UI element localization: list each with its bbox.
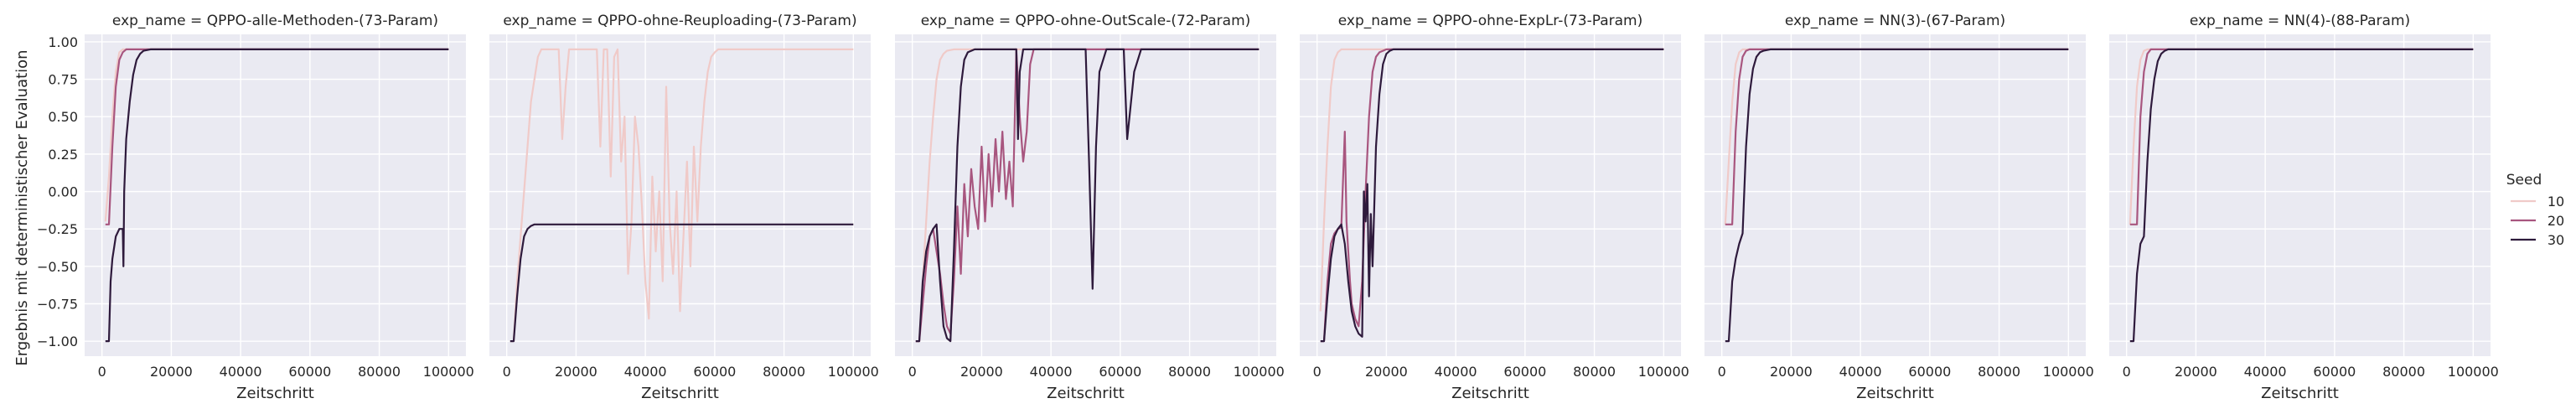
series-line-seed-20	[1725, 48, 2069, 225]
panel-6: exp_name = NN(4)-(88-Param) 0 20000 40000 60…	[2109, 13, 2499, 402]
x-tick-label: 80000	[358, 364, 401, 380]
x-tick-label: 40000	[1839, 364, 1882, 380]
y-tick-label: 0.00	[48, 184, 78, 200]
series-line-seed-30	[915, 48, 1260, 343]
x-tick-label: 60000	[1908, 364, 1951, 380]
plot-background	[2109, 34, 2491, 356]
series-line-seed-30	[510, 223, 854, 343]
series-line-seed-20	[2129, 48, 2474, 225]
x-tick-label: 0	[2123, 364, 2131, 380]
panel-title: exp_name = QPPO-ohne-ExpLr-(73-Param)	[1338, 13, 1643, 29]
y-tick-label: −1.00	[37, 334, 78, 349]
x-axis-title: Zeitschritt	[2261, 385, 2339, 402]
x-tick-label: 60000	[1099, 364, 1141, 380]
x-tick-label: 100000	[1234, 364, 1285, 380]
y-axis-title: Ergebnis mit deterministischer Evaluatio…	[13, 49, 31, 365]
panel-title: exp_name = QPPO-ohne-Reuploading-(73-Par…	[503, 13, 856, 29]
series-line-seed-10	[510, 48, 854, 343]
x-tick-label: 80000	[2382, 364, 2425, 380]
x-tick-label: 20000	[1770, 364, 1813, 380]
x-tick-label: 60000	[1503, 364, 1546, 380]
panel-1: exp_name = QPPO-alle-Methoden-(73-Param)…	[37, 13, 474, 402]
series-line-seed-20	[105, 48, 449, 225]
x-tick-label: 80000	[1978, 364, 2020, 380]
x-axis-title: Zeitschritt	[1856, 385, 1934, 402]
series-line-seed-30	[2129, 48, 2474, 343]
plot-background	[85, 34, 466, 356]
x-tick-label: 100000	[1638, 364, 1689, 380]
x-axis-title: Zeitschritt	[1047, 385, 1125, 402]
legend-title: Seed	[2506, 172, 2542, 189]
legend: Seed 10 20 30	[2506, 172, 2564, 248]
x-tick-label: 60000	[2313, 364, 2356, 380]
x-tick-label: 100000	[2043, 364, 2094, 380]
x-tick-label: 40000	[220, 364, 262, 380]
series-group	[510, 48, 854, 343]
y-tick-label: 1.00	[48, 34, 78, 50]
x-tick-label: 60000	[693, 364, 736, 380]
x-tick-label: 40000	[624, 364, 667, 380]
y-tick-label: −0.25	[37, 221, 78, 237]
x-tick-label: 80000	[1168, 364, 1211, 380]
series-group	[1319, 48, 1664, 343]
x-tick-label: 60000	[288, 364, 331, 380]
series-group	[1724, 48, 2069, 343]
series-group	[104, 48, 449, 343]
x-tick-label: 40000	[1030, 364, 1073, 380]
plot-background	[895, 34, 1276, 356]
series-line-seed-30	[105, 48, 449, 343]
y-tick-label: 0.75	[48, 72, 78, 88]
series-line-seed-10	[1319, 48, 1664, 312]
x-tick-label: 20000	[150, 364, 193, 380]
x-tick-label: 0	[1313, 364, 1322, 380]
x-tick-label: 80000	[763, 364, 805, 380]
panel-5: exp_name = NN(3)-(67-Param) 0 20000 40000 60…	[1704, 13, 2094, 402]
x-tick-label: 0	[1718, 364, 1726, 380]
x-axis-title: Zeitschritt	[1451, 385, 1529, 402]
x-tick-label: 20000	[2175, 364, 2217, 380]
series-group	[2129, 48, 2474, 343]
panel-title: exp_name = QPPO-alle-Methoden-(73-Param)	[112, 13, 438, 29]
x-tick-label: 100000	[2448, 364, 2499, 380]
legend-label: 20	[2548, 213, 2564, 229]
series-group	[915, 48, 1260, 343]
panel-title: exp_name = QPPO-ohne-OutScale-(72-Param)	[921, 13, 1251, 29]
y-tick-label: 0.50	[48, 109, 78, 125]
x-axis-title: Zeitschritt	[236, 385, 314, 402]
y-tick-label: −0.50	[37, 259, 78, 275]
legend-label: 30	[2548, 232, 2564, 248]
legend-label: 10	[2548, 194, 2564, 210]
series-line-seed-20	[1320, 48, 1664, 343]
x-tick-label: 20000	[960, 364, 1003, 380]
y-tick-label: −0.75	[37, 296, 78, 312]
panel-3: exp_name = QPPO-ohne-OutScale-(72-Param)…	[895, 13, 1285, 402]
panel-4: exp_name = QPPO-ohne-ExpLr-(73-Param) 0 20…	[1300, 13, 1689, 402]
y-tick-label: 0.25	[48, 147, 78, 163]
plot-background	[1300, 34, 1681, 356]
x-tick-label: 0	[98, 364, 106, 380]
panels: exp_name = QPPO-alle-Methoden-(73-Param)…	[37, 13, 2499, 402]
series-line-seed-30	[1725, 48, 2069, 343]
panel-title: exp_name = NN(3)-(67-Param)	[1785, 13, 2005, 29]
x-tick-label: 80000	[1573, 364, 1616, 380]
x-tick-label: 100000	[828, 364, 879, 380]
x-tick-label: 0	[503, 364, 511, 380]
panel-2: exp_name = QPPO-ohne-Reuploading-(73-Par…	[489, 13, 879, 402]
x-tick-label: 40000	[1435, 364, 1477, 380]
plot-background	[1704, 34, 2086, 356]
x-tick-label: 40000	[2244, 364, 2287, 380]
panel-title: exp_name = NN(4)-(88-Param)	[2190, 13, 2410, 29]
x-axis-title: Zeitschritt	[641, 385, 719, 402]
x-tick-label: 20000	[555, 364, 597, 380]
x-tick-label: 0	[908, 364, 917, 380]
x-tick-label: 20000	[1365, 364, 1408, 380]
series-line-seed-30	[1320, 48, 1664, 343]
x-tick-label: 100000	[423, 364, 474, 380]
